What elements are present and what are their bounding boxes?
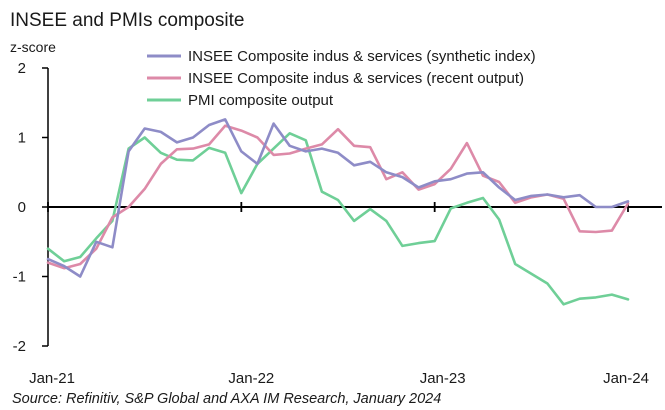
series-line-1: [46, 118, 630, 278]
legend-label: PMI composite output: [188, 92, 334, 109]
legend-label: INSEE Composite indus & services (recent…: [188, 70, 524, 87]
legend-label: INSEE Composite indus & services (synthe…: [188, 48, 536, 65]
x-tick-label: Jan-21: [29, 370, 75, 387]
y-tick-label: 0: [18, 199, 26, 216]
legend: INSEE Composite indus & services (synthe…: [147, 48, 536, 109]
series-line-2: [46, 124, 630, 270]
y-tick-label: 1: [18, 130, 26, 147]
source-note: Source: Refinitiv, S&P Global and AXA IM…: [12, 391, 441, 407]
chart-title: INSEE and PMIs composite: [10, 10, 244, 31]
x-tick-label: Jan-22: [228, 370, 274, 387]
y-tick-label: 2: [18, 60, 26, 77]
x-tick-label: Jan-24: [603, 370, 649, 387]
y-axis-label: z-score: [10, 39, 56, 55]
y-tick-label: -1: [13, 269, 26, 286]
series-line-3: [46, 132, 630, 306]
series-lines: [46, 118, 630, 306]
y-tick-label: -2: [13, 338, 26, 355]
x-tick-label: Jan-23: [420, 370, 466, 387]
